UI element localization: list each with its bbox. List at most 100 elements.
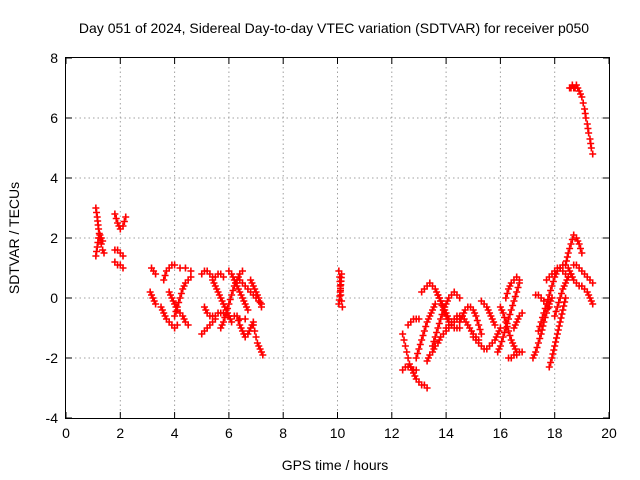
data-point (119, 222, 127, 230)
data-point (548, 282, 556, 290)
data-point (575, 240, 583, 248)
data-point (122, 213, 130, 221)
data-point (400, 336, 408, 344)
x-tick-label: 4 (171, 425, 179, 441)
data-point (173, 303, 181, 311)
data-point (518, 309, 526, 317)
data-point (420, 327, 428, 335)
data-point (221, 314, 229, 321)
data-point (551, 342, 559, 350)
data-point (422, 323, 430, 330)
data-point (429, 342, 437, 350)
data-point (338, 303, 346, 311)
data-point (500, 329, 508, 336)
data-point (225, 300, 233, 308)
data-point (238, 267, 246, 275)
data-point (515, 276, 523, 284)
data-point (562, 257, 570, 265)
data-point (222, 309, 230, 317)
data-point (567, 240, 575, 248)
data-point (99, 237, 107, 245)
data-point (111, 210, 119, 218)
data-point (173, 321, 181, 329)
data-point (513, 288, 521, 296)
data-point (533, 344, 541, 351)
y-axis-label: SDTVAR / TECUs (6, 182, 22, 294)
data-point (187, 273, 195, 281)
data-point (259, 351, 267, 359)
data-point (416, 341, 424, 348)
data-point (434, 324, 442, 332)
data-point (543, 300, 551, 308)
data-point (338, 270, 346, 278)
plot-frame (65, 57, 610, 419)
data-point (498, 338, 506, 345)
data-point (506, 311, 514, 318)
data-point (532, 348, 540, 356)
x-tick-label: 12 (384, 425, 400, 441)
x-tick-label: 20 (601, 425, 617, 441)
data-point (568, 236, 576, 243)
data-point (171, 261, 179, 269)
data-point (505, 327, 513, 335)
data-point (545, 363, 553, 371)
data-point (456, 324, 464, 332)
data-point (244, 306, 252, 314)
data-point (234, 317, 242, 324)
data-point (435, 320, 443, 327)
data-point (551, 312, 559, 320)
y-tick-label: 0 (50, 290, 58, 306)
data-point (100, 249, 108, 257)
data-point (563, 253, 571, 261)
data-point (171, 312, 179, 320)
data-point (547, 287, 555, 294)
data-point (555, 322, 563, 330)
data-point (251, 327, 259, 335)
y-tick-label: 8 (50, 50, 58, 66)
data-point (578, 93, 586, 101)
data-point (177, 290, 185, 297)
data-point (404, 354, 412, 362)
x-tick-label: 10 (330, 425, 346, 441)
data-point (437, 297, 445, 305)
data-point (536, 323, 544, 330)
data-point (553, 330, 561, 338)
data-point (472, 312, 480, 320)
data-point (547, 359, 555, 366)
data-point (423, 384, 431, 392)
y-tick-label: 4 (50, 170, 58, 186)
data-point (540, 309, 548, 317)
data-point (477, 330, 485, 338)
data-point (549, 278, 557, 285)
data-point (549, 350, 557, 358)
data-point (555, 299, 563, 306)
data-point (152, 300, 160, 308)
data-point (496, 342, 504, 350)
x-tick-label: 16 (493, 425, 509, 441)
data-point (558, 310, 566, 318)
data-point (502, 318, 510, 326)
data-point (552, 338, 560, 346)
data-point (552, 308, 560, 315)
data-point (499, 333, 507, 341)
data-point (553, 334, 561, 342)
data-point (582, 114, 590, 122)
data-point (536, 335, 544, 342)
data-point (241, 315, 249, 323)
data-point (503, 290, 511, 297)
data-point (576, 245, 584, 252)
data-point (589, 279, 597, 287)
data-point (534, 339, 542, 347)
chart-title: Day 051 of 2024, Sidereal Day-to-day VTE… (79, 20, 589, 36)
data-point (233, 312, 241, 320)
y-tick-label: 6 (50, 110, 58, 126)
y-tick-label: -2 (46, 350, 59, 366)
data-point (579, 99, 587, 107)
data-point (557, 314, 565, 322)
data-point (403, 348, 411, 356)
data-point (184, 321, 192, 329)
data-point (456, 294, 464, 302)
data-point (160, 276, 168, 284)
data-point (541, 305, 549, 312)
